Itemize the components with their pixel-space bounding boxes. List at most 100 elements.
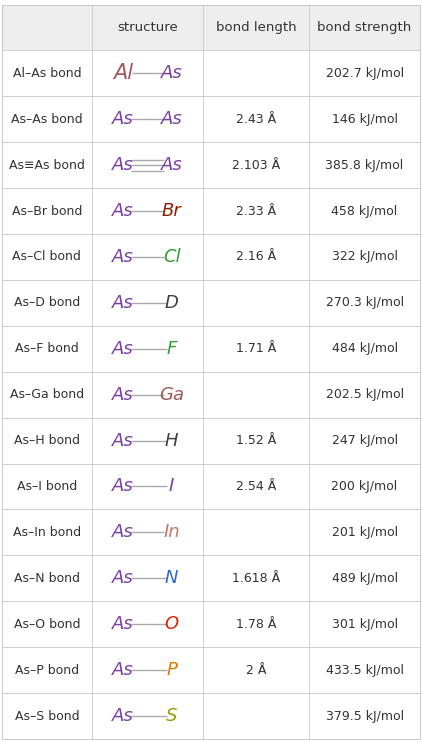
Bar — [2, 555, 92, 601]
Text: bond strength: bond strength — [317, 21, 412, 34]
Bar — [92, 372, 203, 417]
Text: As–I bond: As–I bond — [17, 480, 77, 493]
Text: As–In bond: As–In bond — [13, 526, 81, 539]
Text: 2.16 Å: 2.16 Å — [236, 251, 276, 263]
Bar — [92, 96, 203, 142]
Text: As–S bond: As–S bond — [15, 710, 79, 722]
Bar — [309, 51, 420, 96]
Bar — [92, 601, 203, 647]
Bar — [309, 372, 420, 417]
Bar — [309, 601, 420, 647]
Bar — [203, 5, 309, 51]
Text: As: As — [112, 110, 134, 128]
Text: As: As — [112, 661, 134, 679]
Text: 146 kJ/mol: 146 kJ/mol — [332, 112, 398, 126]
Bar — [92, 5, 203, 51]
Text: S: S — [166, 707, 177, 725]
Text: 2.103 Å: 2.103 Å — [232, 158, 280, 172]
Bar — [203, 142, 309, 188]
Text: As: As — [112, 294, 134, 312]
Text: 385.8 kJ/mol: 385.8 kJ/mol — [325, 158, 404, 172]
Bar — [309, 464, 420, 510]
Text: Cl: Cl — [163, 248, 181, 266]
Text: N: N — [165, 569, 179, 587]
Bar — [2, 601, 92, 647]
Text: As: As — [112, 615, 134, 633]
Text: P: P — [166, 661, 177, 679]
Text: 202.7 kJ/mol: 202.7 kJ/mol — [325, 67, 404, 80]
Text: O: O — [165, 615, 179, 633]
Bar — [309, 693, 420, 739]
Text: Br: Br — [162, 202, 181, 220]
Text: 1.71 Å: 1.71 Å — [236, 342, 276, 355]
Text: As–N bond: As–N bond — [14, 572, 80, 585]
Bar — [2, 51, 92, 96]
Bar — [2, 647, 92, 693]
Text: Ga: Ga — [159, 385, 184, 404]
Bar — [309, 188, 420, 234]
Bar — [2, 142, 92, 188]
Text: 322 kJ/mol: 322 kJ/mol — [332, 251, 398, 263]
Bar — [2, 280, 92, 326]
Text: 1.52 Å: 1.52 Å — [236, 434, 276, 447]
Bar — [203, 417, 309, 464]
Bar — [309, 326, 420, 372]
Bar — [309, 142, 420, 188]
Text: Al–As bond: Al–As bond — [13, 67, 81, 80]
Text: As: As — [161, 156, 182, 174]
Bar — [203, 326, 309, 372]
Text: In: In — [163, 523, 180, 542]
Text: As: As — [112, 202, 134, 220]
Text: As: As — [112, 385, 134, 404]
Text: 2.33 Å: 2.33 Å — [236, 205, 276, 217]
Text: As: As — [112, 340, 134, 358]
Text: As: As — [112, 707, 134, 725]
Bar — [203, 464, 309, 510]
Text: 2.54 Å: 2.54 Å — [236, 480, 276, 493]
Text: As: As — [161, 64, 182, 83]
Text: As–Ga bond: As–Ga bond — [10, 388, 84, 401]
Bar — [203, 280, 309, 326]
Bar — [2, 5, 92, 51]
Bar — [203, 372, 309, 417]
Bar — [203, 96, 309, 142]
Bar — [309, 555, 420, 601]
Bar — [203, 647, 309, 693]
Bar — [203, 693, 309, 739]
Text: As–Br bond: As–Br bond — [12, 205, 82, 217]
Bar — [2, 510, 92, 555]
Bar — [203, 555, 309, 601]
Bar — [92, 142, 203, 188]
Bar — [309, 234, 420, 280]
Bar — [92, 417, 203, 464]
Text: 270.3 kJ/mol: 270.3 kJ/mol — [325, 296, 404, 310]
Text: H: H — [165, 432, 179, 449]
Text: 301 kJ/mol: 301 kJ/mol — [332, 618, 398, 631]
Bar — [92, 693, 203, 739]
Bar — [2, 188, 92, 234]
Text: 484 kJ/mol: 484 kJ/mol — [332, 342, 398, 355]
Bar — [2, 234, 92, 280]
Text: 201 kJ/mol: 201 kJ/mol — [332, 526, 398, 539]
Bar — [309, 5, 420, 51]
Text: As: As — [112, 432, 134, 449]
Text: As≡As bond: As≡As bond — [9, 158, 85, 172]
Bar — [2, 96, 92, 142]
Text: 200 kJ/mol: 200 kJ/mol — [332, 480, 398, 493]
Text: D: D — [165, 294, 179, 312]
Bar — [92, 510, 203, 555]
Bar — [2, 326, 92, 372]
Bar — [92, 464, 203, 510]
Bar — [203, 510, 309, 555]
Bar — [92, 555, 203, 601]
Text: As–O bond: As–O bond — [14, 618, 80, 631]
Bar — [92, 280, 203, 326]
Text: F: F — [166, 340, 177, 358]
Text: As–D bond: As–D bond — [14, 296, 80, 310]
Bar — [92, 51, 203, 96]
Text: 433.5 kJ/mol: 433.5 kJ/mol — [326, 664, 403, 676]
Bar — [309, 510, 420, 555]
Text: As–Cl bond: As–Cl bond — [13, 251, 81, 263]
Text: 2.43 Å: 2.43 Å — [236, 112, 276, 126]
Text: Al: Al — [113, 63, 133, 83]
